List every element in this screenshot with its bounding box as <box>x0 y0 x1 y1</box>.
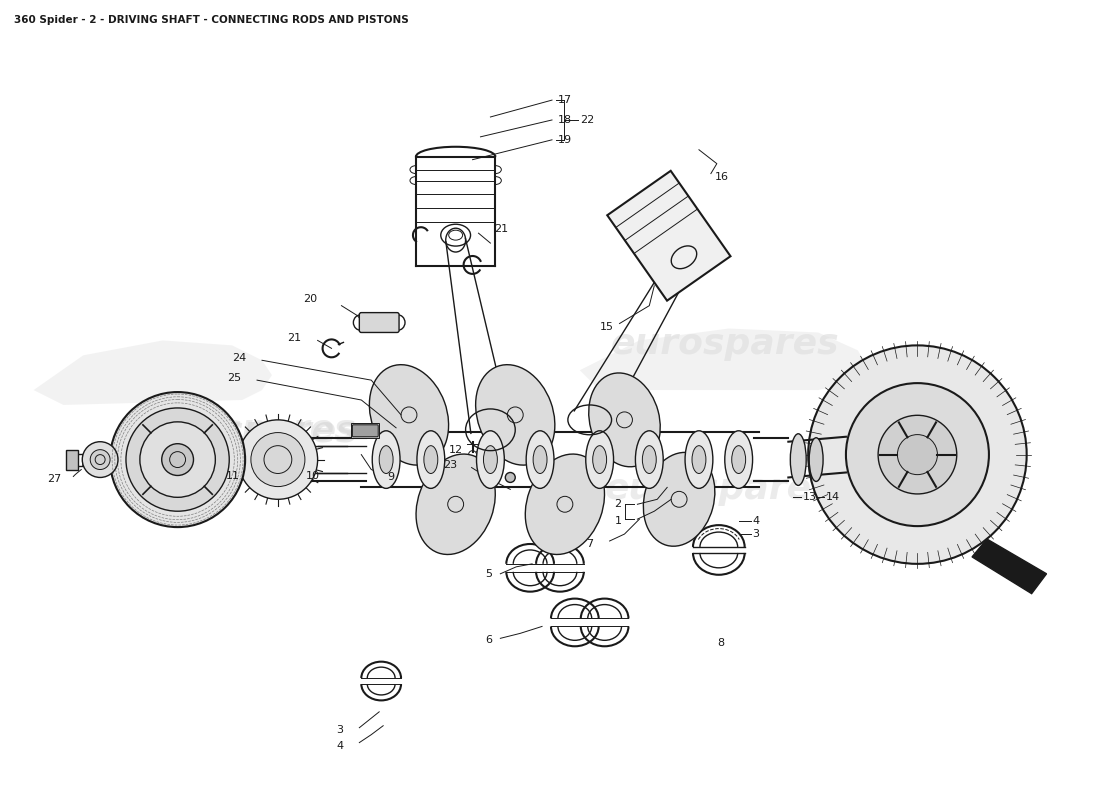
Text: 1: 1 <box>615 516 622 526</box>
Ellipse shape <box>644 452 715 546</box>
Text: 2: 2 <box>615 499 622 510</box>
Ellipse shape <box>416 454 495 554</box>
Text: 11: 11 <box>227 471 240 482</box>
Text: 9: 9 <box>387 473 394 482</box>
Ellipse shape <box>636 430 663 488</box>
Text: eurospares: eurospares <box>610 327 839 362</box>
Text: 21: 21 <box>287 334 301 343</box>
Text: 360 Spider - 2 - DRIVING SHAFT - CONNECTING RODS AND PISTONS: 360 Spider - 2 - DRIVING SHAFT - CONNECT… <box>14 14 408 25</box>
Circle shape <box>808 346 1026 564</box>
Ellipse shape <box>484 446 497 474</box>
Circle shape <box>140 422 216 498</box>
Circle shape <box>110 392 245 527</box>
FancyBboxPatch shape <box>352 425 378 437</box>
Ellipse shape <box>526 454 605 554</box>
Ellipse shape <box>476 430 504 488</box>
Text: 8: 8 <box>717 638 725 648</box>
Text: 24: 24 <box>232 354 246 363</box>
Bar <box>351 423 380 438</box>
Ellipse shape <box>585 430 614 488</box>
Text: 13: 13 <box>803 492 817 502</box>
Ellipse shape <box>370 365 449 465</box>
Text: 5: 5 <box>485 569 493 578</box>
Text: 3: 3 <box>337 725 343 734</box>
Circle shape <box>820 356 1015 553</box>
Ellipse shape <box>534 446 547 474</box>
Circle shape <box>251 433 305 486</box>
Polygon shape <box>607 171 730 301</box>
Ellipse shape <box>526 430 554 488</box>
Circle shape <box>90 450 110 470</box>
Text: 23: 23 <box>443 459 458 470</box>
Ellipse shape <box>810 438 823 482</box>
Ellipse shape <box>588 373 660 466</box>
Text: 7: 7 <box>586 539 594 549</box>
Ellipse shape <box>424 446 438 474</box>
Circle shape <box>162 444 194 475</box>
Polygon shape <box>580 329 868 390</box>
Circle shape <box>846 383 989 526</box>
Ellipse shape <box>790 434 806 486</box>
Text: eurospares: eurospares <box>605 472 833 506</box>
Ellipse shape <box>372 430 400 488</box>
Circle shape <box>878 415 957 494</box>
Text: 20: 20 <box>304 294 318 304</box>
Ellipse shape <box>692 446 706 474</box>
Text: eurospares: eurospares <box>130 414 359 449</box>
Text: 25: 25 <box>227 373 241 383</box>
Circle shape <box>126 408 229 511</box>
Text: 26: 26 <box>167 471 180 482</box>
Text: 4: 4 <box>337 741 343 750</box>
Text: 18: 18 <box>558 115 572 125</box>
Text: 10: 10 <box>306 471 320 482</box>
Text: 14: 14 <box>826 492 840 502</box>
Polygon shape <box>34 341 272 405</box>
Text: 3: 3 <box>752 529 760 539</box>
Text: eurospares: eurospares <box>128 413 356 446</box>
FancyBboxPatch shape <box>66 450 78 470</box>
Ellipse shape <box>379 446 393 474</box>
Ellipse shape <box>642 446 657 474</box>
Ellipse shape <box>725 430 752 488</box>
Text: 21: 21 <box>494 224 508 234</box>
Text: 19: 19 <box>558 135 572 145</box>
Text: 22: 22 <box>580 115 594 125</box>
Text: 27: 27 <box>47 474 62 485</box>
Polygon shape <box>972 539 1046 594</box>
Ellipse shape <box>685 430 713 488</box>
Text: 15: 15 <box>600 322 614 331</box>
Text: 12: 12 <box>449 445 463 454</box>
Text: 4: 4 <box>752 516 760 526</box>
Text: 6: 6 <box>485 635 493 646</box>
Circle shape <box>82 442 118 478</box>
Ellipse shape <box>475 365 554 465</box>
Circle shape <box>239 420 318 499</box>
Text: 17: 17 <box>558 95 572 105</box>
Ellipse shape <box>417 430 444 488</box>
Text: 16: 16 <box>715 171 729 182</box>
FancyBboxPatch shape <box>360 313 399 333</box>
Circle shape <box>505 473 515 482</box>
Ellipse shape <box>593 446 606 474</box>
Ellipse shape <box>732 446 746 474</box>
Circle shape <box>898 434 937 474</box>
